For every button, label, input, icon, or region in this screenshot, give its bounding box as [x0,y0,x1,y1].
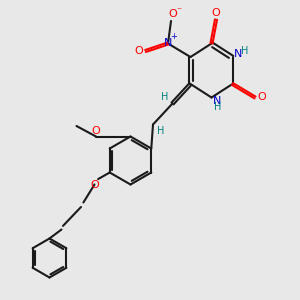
Text: N: N [164,38,172,49]
Text: H: H [161,92,169,103]
Text: O: O [134,46,143,56]
Text: O: O [212,8,220,18]
Text: ⁻: ⁻ [177,6,182,16]
Text: O: O [168,9,177,20]
Text: N: N [213,95,222,106]
Text: +: + [170,32,177,41]
Text: O: O [92,125,100,136]
Text: H: H [214,102,221,112]
Text: H: H [242,46,249,56]
Text: O: O [257,92,266,103]
Text: O: O [90,179,99,190]
Text: N: N [234,49,243,59]
Text: H: H [157,125,164,136]
